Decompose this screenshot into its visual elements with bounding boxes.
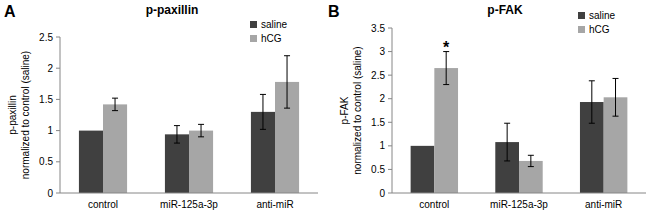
y-axis-line (60, 37, 61, 193)
plot-marks (79, 56, 299, 193)
y-tick (56, 130, 60, 131)
plot-marks (411, 52, 628, 193)
legend: saline hCG (578, 10, 616, 35)
error-bar (589, 81, 595, 123)
y-axis-label: p-FAK (339, 96, 350, 124)
y-tick-label: 2 (379, 93, 385, 104)
y-tick (388, 51, 392, 52)
legend-swatch (578, 12, 585, 19)
legend-swatch (250, 21, 257, 28)
y-tick-label: 0.5 (39, 156, 53, 167)
y-tick (56, 99, 60, 100)
y-tick (56, 68, 60, 69)
y-tick-label: 2 (47, 63, 53, 74)
chart-root: Ap-paxillinp-paxillinnormalized to contr… (0, 0, 650, 218)
y-tick-label: 3 (379, 46, 385, 57)
y-tick-label: 1 (379, 140, 385, 151)
error-bar (443, 52, 449, 85)
error-bar (613, 78, 619, 116)
legend-label: saline (261, 19, 288, 30)
y-tick-label: 1.5 (39, 94, 53, 105)
x-tick-label: miR-125a-3p (160, 199, 218, 210)
y-tick (56, 37, 60, 38)
x-axis-line (60, 193, 318, 194)
error-bar (198, 124, 204, 136)
x-axis-line (392, 193, 646, 194)
legend-label: hCG (589, 24, 610, 35)
x-tick-label: anti-miR (256, 199, 293, 210)
y-tick (388, 145, 392, 146)
error-bar (260, 94, 266, 129)
x-tick-label: control (88, 199, 118, 210)
y-tick-label: 1 (47, 125, 53, 136)
bar (103, 104, 127, 193)
y-tick-label: 2.5 (371, 70, 385, 81)
y-tick (388, 75, 392, 76)
y-tick (388, 122, 392, 123)
panel: Ap-paxillinp-paxillinnormalized to contr… (4, 3, 318, 210)
y-tick (56, 193, 60, 194)
panel-label: B (328, 3, 340, 20)
bar (189, 131, 213, 193)
x-tick-label: miR-125a-3p (490, 199, 548, 210)
y-tick-label: 3.5 (371, 23, 385, 34)
error-bar (112, 98, 118, 110)
error-bar (284, 56, 290, 108)
y-axis-label: normalized to control (saline) (20, 51, 31, 179)
chart-title: p-FAK (487, 3, 523, 17)
y-axis-line (392, 28, 393, 193)
y-tick-label: 2.5 (39, 32, 53, 43)
y-tick (388, 193, 392, 194)
error-bar (174, 126, 180, 143)
panel-label: A (4, 3, 16, 20)
y-tick-label: 0 (47, 188, 53, 199)
bar (434, 68, 458, 193)
y-tick (388, 98, 392, 99)
y-tick (388, 169, 392, 170)
y-tick-label: 1.5 (371, 117, 385, 128)
legend-label: hCG (261, 33, 282, 44)
y-axis-label: p-paxillin (7, 95, 18, 134)
y-axis-label: normalized to control (saline) (352, 46, 363, 174)
y-tick (388, 28, 392, 29)
bar (79, 131, 103, 193)
y-tick-label: 0.5 (371, 164, 385, 175)
chart-title: p-paxillin (146, 3, 199, 17)
legend-label: saline (589, 10, 616, 21)
legend-swatch (250, 35, 257, 42)
legend-swatch (578, 26, 585, 33)
error-bar (504, 123, 510, 161)
legend: saline hCG (250, 19, 288, 44)
y-tick-label: 0 (379, 188, 385, 199)
error-bar (528, 155, 534, 166)
panel: Bp-FAKp-FAKnormalized to control (saline… (328, 3, 646, 210)
x-tick-label: anti-miR (585, 199, 622, 210)
y-tick (56, 161, 60, 162)
annotation: * (443, 39, 450, 56)
x-tick-label: control (419, 199, 449, 210)
bar (411, 146, 435, 193)
